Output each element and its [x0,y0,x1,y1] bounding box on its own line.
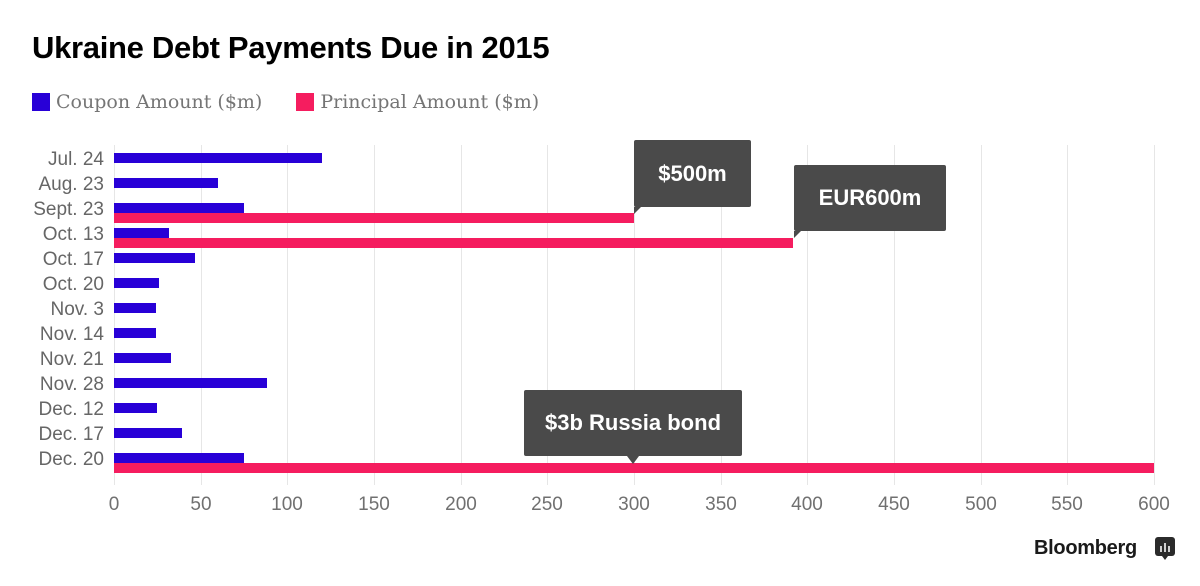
gridline [461,145,462,485]
coupon-bar [114,228,169,238]
y-category-label: Oct. 20 [42,274,104,295]
y-category-label: Nov. 21 [39,349,104,370]
principal-bar [114,463,1154,473]
coupon-bar [114,353,171,363]
x-tick-label: 100 [271,494,303,515]
callout-pointer [634,207,641,214]
gridline [894,145,895,485]
coupon-bar [114,403,157,413]
y-category-label: Dec. 12 [38,399,104,420]
y-category-label: Oct. 17 [42,249,104,270]
callout-russia-bond-label: $3b Russia bond [544,410,722,435]
callout-500m: $500m [634,140,751,214]
y-category-label: Aug. 23 [38,174,105,195]
legend-label-principal: Principal Amount ($m) [320,91,540,113]
gridline [634,145,635,485]
callout-500m-label: $500m [658,160,727,186]
y-category-label: Dec. 17 [38,424,104,445]
x-tick-label: 350 [705,494,737,515]
bloomberg-chart-icon [1155,537,1175,560]
x-tick-label: 200 [445,494,477,515]
x-tick-label: 400 [791,494,823,515]
y-category-label: Jul. 24 [48,149,104,170]
callout-eur600m-label: EUR600m [818,185,922,210]
x-tick-label: 0 [108,494,120,515]
gridline [721,145,722,485]
coupon-bar [114,178,218,188]
y-category-label: Sept. 23 [33,199,104,220]
x-tick-label: 450 [878,494,910,515]
x-tick-label: 250 [531,494,563,515]
legend: Coupon Amount ($m) Principal Amount ($m) [32,91,573,113]
y-category-label: Nov. 28 [39,374,104,395]
gridline [287,145,288,485]
x-tick-label: 500 [965,494,997,515]
gridline [1067,145,1068,485]
gridline [374,145,375,485]
gridline [807,145,808,485]
gridline [201,145,202,485]
gridline [981,145,982,485]
x-tick-label: 50 [190,494,212,515]
legend-swatch-coupon [32,93,50,111]
y-category-label: Dec. 20 [38,449,104,470]
coupon-bar [114,303,156,313]
gridline [547,145,548,485]
gridline [114,145,115,485]
principal-bar [114,238,793,248]
coupon-bar [114,153,322,163]
y-category-label: Oct. 13 [42,224,104,245]
callout-pointer [794,231,801,238]
x-tick-label: 550 [1051,494,1083,515]
coupon-bar [114,378,267,388]
gridline [1154,145,1155,485]
y-category-label: Nov. 14 [39,324,104,345]
callout-eur600m: EUR600m [794,165,946,238]
coupon-bar [114,278,159,288]
legend-item-principal: Principal Amount ($m) [296,91,539,113]
x-tick-label: 600 [1138,494,1170,515]
coupon-bar [114,203,244,213]
principal-bar [114,213,634,223]
legend-swatch-principal [296,93,315,111]
x-tick-label: 300 [618,494,650,515]
y-category-label: Nov. 3 [50,299,104,320]
coupon-bar [114,453,244,463]
callout-russia-bond: $3b Russia bond [524,390,742,464]
bloomberg-logo-text: Bloomberg [1034,537,1137,559]
x-tick-label: 150 [358,494,390,515]
coupon-bar [114,253,195,263]
coupon-bar [114,428,182,438]
callout-pointer [627,456,639,464]
coupon-bar [114,328,156,338]
legend-item-coupon: Coupon Amount ($m) [32,91,262,113]
legend-label-coupon: Coupon Amount ($m) [56,91,263,113]
chart-title: Ukraine Debt Payments Due in 2015 [32,30,550,65]
